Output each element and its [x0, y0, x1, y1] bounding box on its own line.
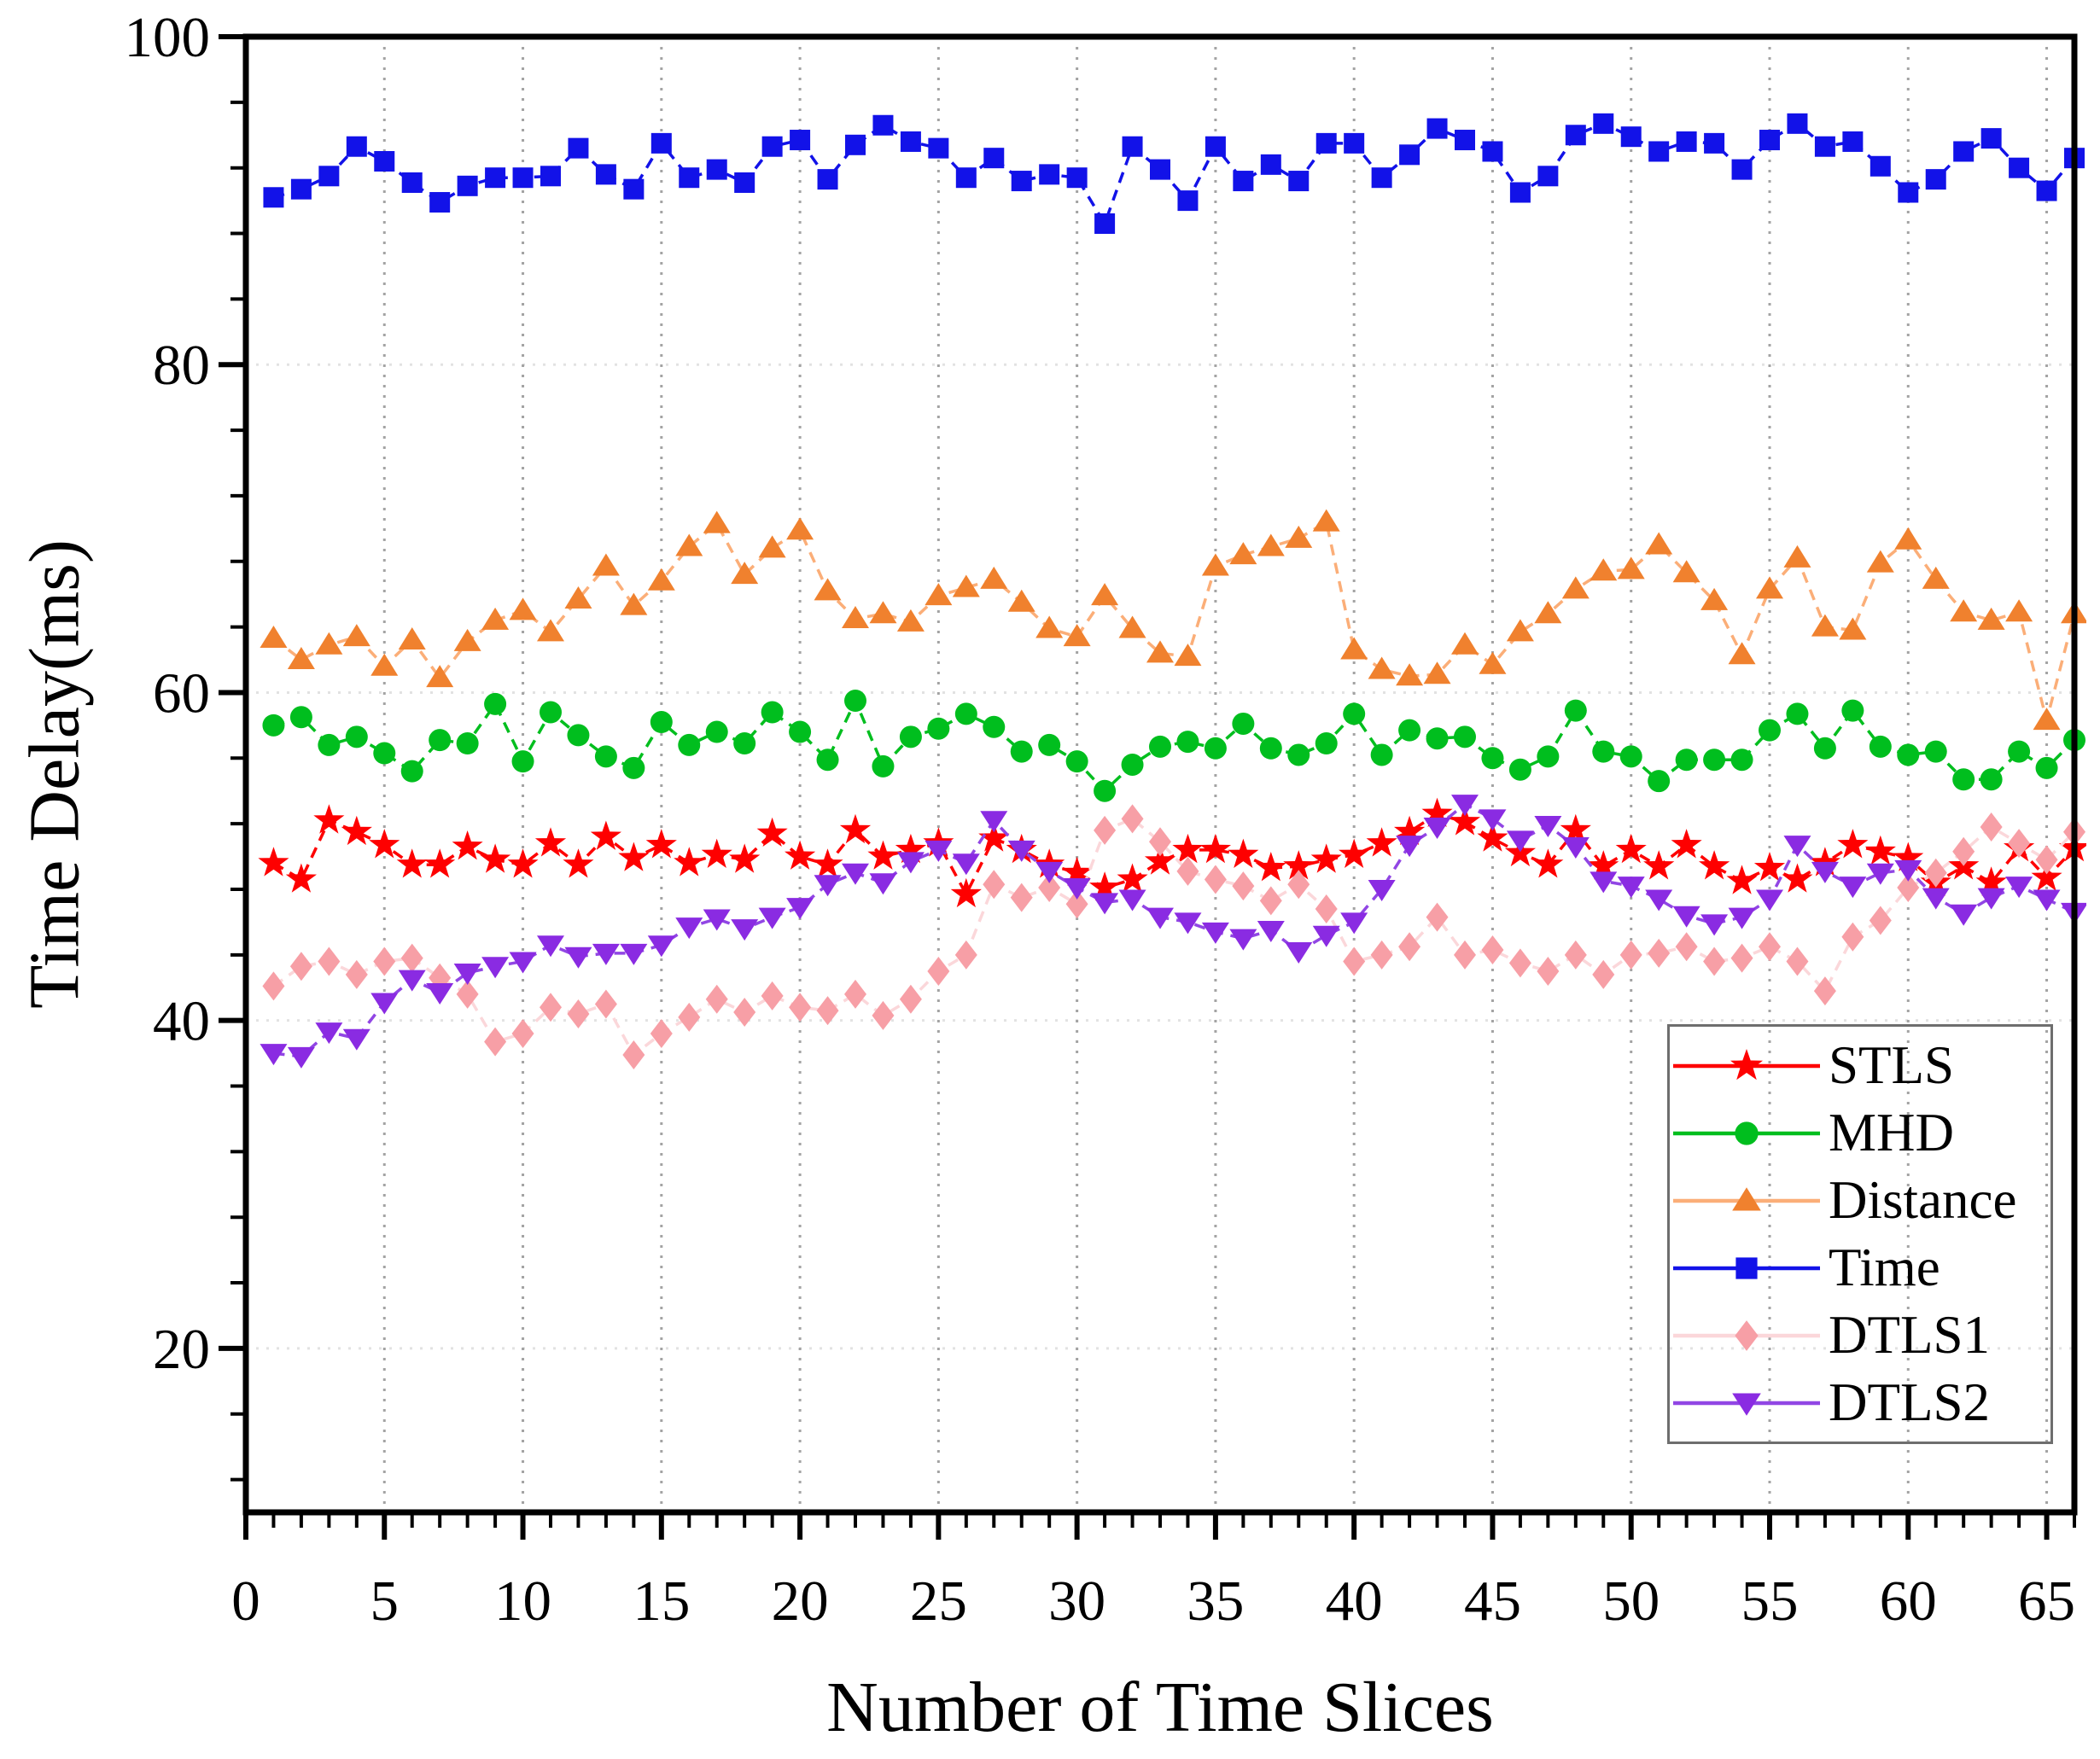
- x-tick-label: 50: [1602, 1570, 1660, 1633]
- x-tick-label: 5: [370, 1570, 400, 1633]
- x-tick-label: 45: [1464, 1570, 1521, 1633]
- x-tick-label: 60: [1880, 1570, 1937, 1633]
- legend-label: Time: [1829, 1238, 1940, 1297]
- x-tick-label: 30: [1048, 1570, 1105, 1633]
- legend-label: STLS: [1829, 1035, 1955, 1095]
- legend-item-mhd: MHD: [1670, 1101, 2050, 1166]
- distance-triangle-icon: [1673, 1186, 1820, 1211]
- y-tick-label: 80: [153, 334, 210, 397]
- legend-item-dtls1: DTLS1: [1670, 1303, 2050, 1368]
- time-square-icon: [1673, 1256, 1820, 1279]
- y-tick-label: 100: [125, 6, 211, 69]
- x-tick-label: 0: [231, 1570, 260, 1633]
- dtls2-triangle-down-icon: [1673, 1392, 1820, 1416]
- legend-label: DTLS1: [1829, 1305, 1990, 1365]
- x-tick-label: 20: [772, 1570, 829, 1633]
- series-Time: [263, 113, 2085, 235]
- x-tick-label: 10: [494, 1570, 551, 1633]
- legend-label: Distance: [1829, 1170, 2017, 1230]
- series-Distance: [260, 509, 2086, 731]
- axis-ticks: [219, 34, 2076, 1540]
- series-STLS: [258, 797, 2086, 908]
- series-DTLS2: [260, 795, 2086, 1069]
- dtls1-diamond-icon: [1673, 1319, 1820, 1351]
- y-tick-label: 20: [153, 1318, 210, 1381]
- legend-item-stls: STLS: [1670, 1034, 2050, 1098]
- x-tick-label: 55: [1741, 1570, 1799, 1633]
- legend: STLS MHD Distance Time DTLS1 DTLS2: [1667, 1024, 2053, 1444]
- x-tick-label: 40: [1326, 1570, 1383, 1633]
- y-tick-label: 40: [153, 990, 210, 1053]
- tick-labels: 0 5 10 15 20 25 30 35 40 45 50 55 60 65 20 40 60 80 100: [125, 6, 2076, 1633]
- y-axis-title: Time Delay(ms): [15, 539, 95, 1009]
- legend-item-dtls2: DTLS2: [1670, 1371, 2050, 1436]
- x-tick-label: 15: [633, 1570, 690, 1633]
- legend-label: DTLS2: [1829, 1372, 1990, 1432]
- plot-frame: [242, 33, 2078, 1516]
- y-tick-label: 60: [153, 661, 210, 725]
- mhd-circle-icon: [1673, 1121, 1820, 1145]
- stls-star-icon: [1673, 1048, 1820, 1080]
- series-MHD: [262, 690, 2085, 802]
- legend-item-time: Time: [1670, 1236, 2050, 1301]
- x-axis-title: Number of Time Slices: [826, 1668, 1494, 1747]
- legend-label: MHD: [1829, 1103, 1955, 1162]
- x-tick-label: 65: [2018, 1570, 2075, 1633]
- series-DTLS1: [262, 804, 2085, 1070]
- legend-item-distance: Distance: [1670, 1168, 2050, 1233]
- x-tick-label: 25: [910, 1570, 967, 1633]
- x-tick-label: 35: [1187, 1570, 1244, 1633]
